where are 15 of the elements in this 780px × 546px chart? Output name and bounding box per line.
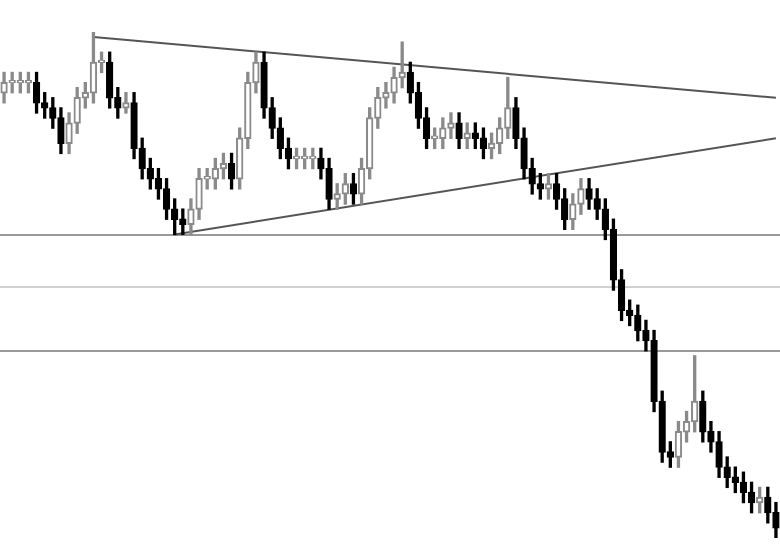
candlestick: [439, 117, 447, 150]
candlestick: [32, 71, 41, 114]
candlestick: [341, 173, 349, 205]
candlestick: [577, 178, 585, 215]
candlestick: [561, 188, 569, 230]
candlestick: [390, 66, 398, 104]
candlestick: [333, 183, 341, 210]
candlestick: [585, 178, 593, 210]
candlestick: [504, 76, 512, 139]
candlestick: [122, 92, 130, 114]
candlestick: [349, 173, 358, 205]
candlestick: [447, 112, 455, 139]
candlestick: [57, 107, 65, 155]
candlestick: [544, 173, 553, 200]
candlestick: [0, 71, 8, 104]
